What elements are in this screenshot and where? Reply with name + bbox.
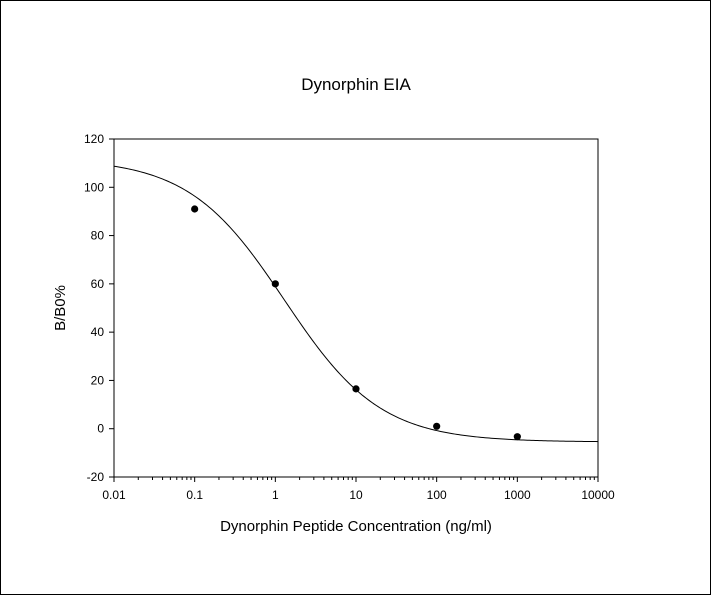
fit-curve-line <box>113 165 599 443</box>
y-tick-label: 20 <box>91 373 105 387</box>
y-tick-label: -20 <box>87 470 105 484</box>
x-tick-label: 0.01 <box>102 488 126 502</box>
y-tick-label: 100 <box>84 180 104 194</box>
y-axis-title: B/B0% <box>52 285 69 331</box>
x-tick-label: 0.1 <box>186 488 203 502</box>
y-tick-label: 60 <box>91 277 105 291</box>
x-tick-label: 1 <box>272 488 279 502</box>
x-tick-label: 10 <box>349 488 363 502</box>
data-point <box>352 385 360 393</box>
data-point <box>513 433 521 441</box>
x-tick-label: 10000 <box>581 488 615 502</box>
data-point <box>433 422 441 430</box>
y-tick-label: 80 <box>91 229 105 243</box>
data-point <box>191 205 199 213</box>
data-point <box>271 280 279 288</box>
plot-border <box>113 138 599 478</box>
y-tick-label: 120 <box>84 132 104 146</box>
x-tick-label: 100 <box>427 488 447 502</box>
plot-area: -20 0 20 40 60 80 100 120 0.01 0.1 1 10 100 1000 10000 <box>84 132 615 502</box>
y-tick-label: 0 <box>97 422 104 436</box>
x-tick-label: 1000 <box>504 488 531 502</box>
x-axis-title: Dynorphin Peptide Concentration (ng/ml) <box>220 518 492 535</box>
chart-title: Dynorphin EIA <box>301 75 411 94</box>
y-tick-label: 40 <box>91 325 105 339</box>
